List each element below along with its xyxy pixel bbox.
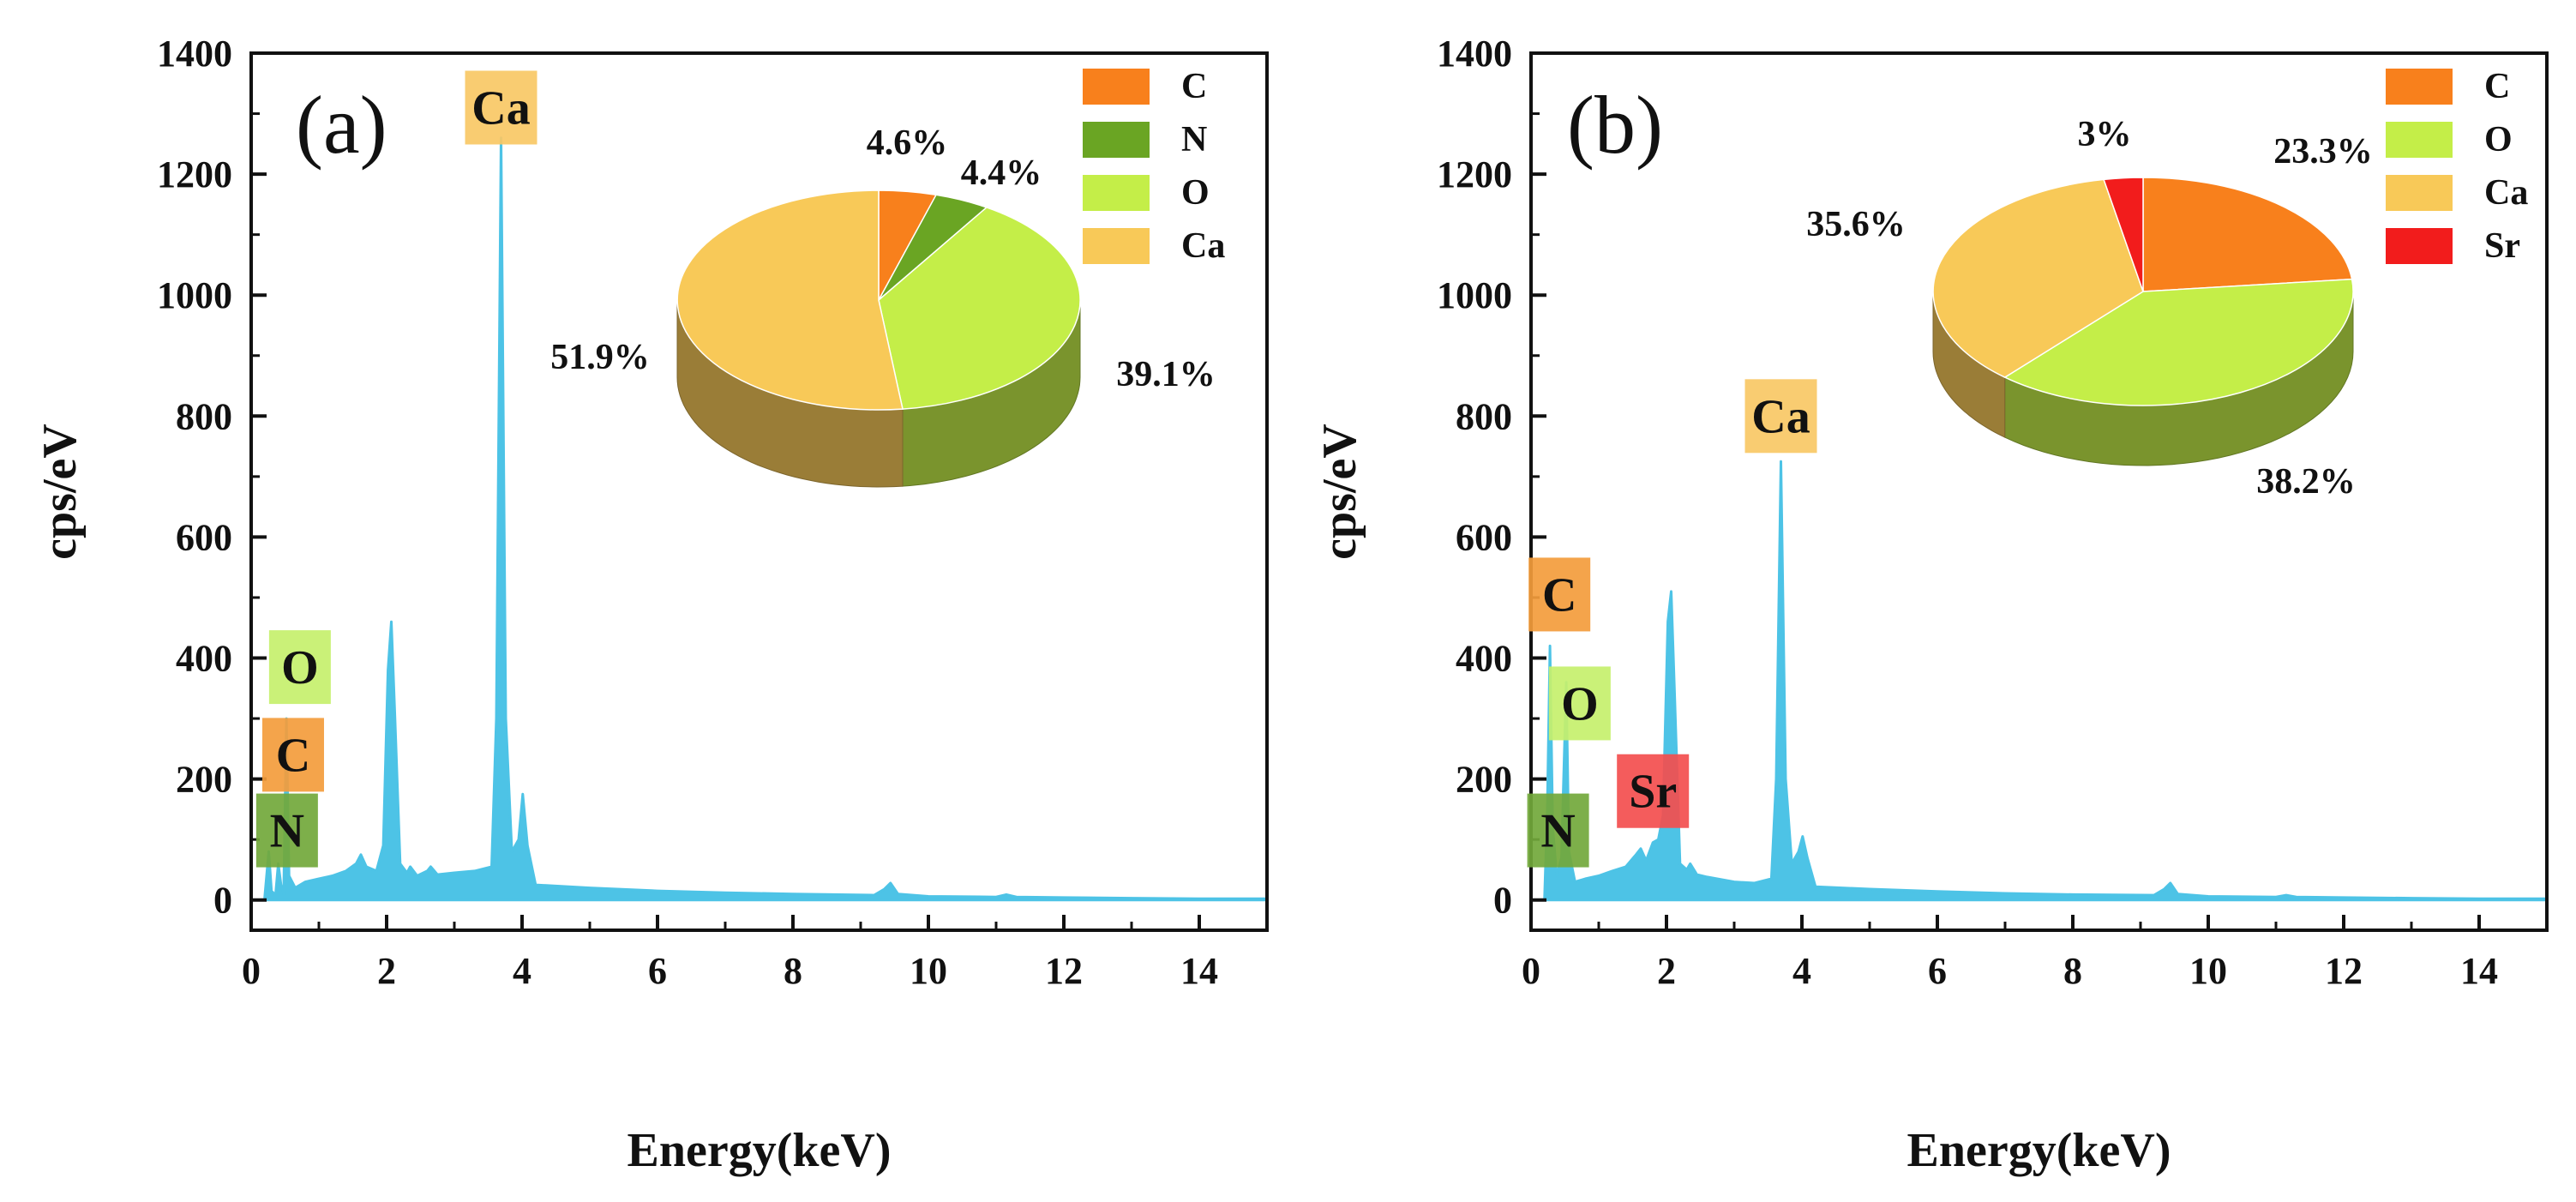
y-axis-title: cps/eV [33, 424, 87, 560]
pie-percent-label: 23.3% [2273, 132, 2373, 171]
element-label-box [1527, 793, 1589, 868]
element-label-box [268, 630, 331, 705]
legend-label: Sr [2484, 226, 2520, 266]
y-tick-label: 1400 [157, 33, 232, 75]
element-label: Ca [1751, 390, 1810, 443]
element-label-box [255, 793, 318, 868]
pie-percent-label: 4.4% [961, 153, 1042, 193]
element-label-box [1744, 379, 1817, 454]
y-tick-label: 0 [1493, 880, 1512, 922]
pie-percent-label: 35.6% [1806, 205, 1906, 244]
element-label: Ca [471, 81, 530, 135]
x-tick-label: 2 [1657, 950, 1676, 992]
element-label: N [270, 805, 304, 858]
x-tick-label: 8 [784, 950, 802, 992]
y-tick-label: 1000 [1437, 274, 1512, 316]
x-tick-label: 14 [2460, 950, 2498, 992]
y-tick-label: 800 [1456, 395, 1512, 437]
legend-swatch [2386, 175, 2453, 211]
panel-b: 0 200 400 600 800 1000 1200 1400 0 2 4 6 8 10 12 14 Ener… [1313, 33, 2549, 1177]
legend-swatch [1083, 69, 1150, 105]
y-tick-label: 400 [1456, 638, 1512, 680]
pie-slice-c [2142, 177, 2353, 292]
y-tick-label: 400 [176, 638, 232, 680]
element-label-box [1617, 754, 1690, 828]
element-label: C [1542, 568, 1576, 622]
pie-percent-label: 3% [2078, 115, 2132, 154]
legend-label: O [1181, 173, 1210, 213]
pie-percent-label: 4.6% [867, 123, 948, 163]
plot-frame [1529, 51, 2549, 932]
x-tick-label: 2 [377, 950, 396, 992]
spectrum-line [263, 136, 1269, 902]
pie-percent-label: 39.1% [1116, 355, 1216, 394]
legend-swatch [2386, 228, 2453, 264]
y-axis-title: cps/eV [1313, 424, 1366, 560]
y-tick-label: 1200 [157, 153, 232, 195]
x-tick-label: 10 [910, 950, 947, 992]
y-tick-label: 800 [176, 395, 232, 437]
y-tick-label: 1000 [157, 274, 232, 316]
y-tick-label: 0 [213, 880, 232, 922]
element-label-box [1528, 557, 1591, 632]
element-label: N [1540, 805, 1575, 858]
legend-swatch [1083, 175, 1150, 211]
x-tick-label: 12 [2325, 950, 2363, 992]
legend-label: O [2484, 120, 2513, 159]
legend-label: C [2484, 67, 2510, 106]
x-tick-label: 0 [1522, 950, 1540, 992]
element-label: Sr [1629, 766, 1677, 819]
panel-label: (b) [1567, 79, 1663, 171]
pie-slice-o [878, 207, 1081, 410]
panel-a: 0 200 400 600 800 1000 1200 1400 0 2 4 6 8 10 12 14 Ener… [33, 33, 1269, 1177]
x-tick-label: 12 [1045, 950, 1083, 992]
spectrum-line [1543, 460, 2549, 902]
legend-label: C [1181, 67, 1207, 106]
element-label-box [465, 70, 537, 145]
element-label: O [1561, 677, 1599, 730]
element-label: C [276, 729, 310, 782]
x-tick-label: 8 [2063, 950, 2082, 992]
pie-slice-ca [1932, 178, 2144, 378]
x-tick-label: 10 [2189, 950, 2227, 992]
y-tick-label: 200 [1456, 759, 1512, 801]
x-axis-title: Energy(keV) [1907, 1124, 2171, 1177]
legend-label: Ca [2484, 173, 2528, 213]
legend-label: N [1181, 120, 1207, 159]
x-tick-label: 4 [513, 950, 531, 992]
legend-swatch [2386, 69, 2453, 105]
legend-label: Ca [1181, 226, 1225, 266]
pie-slice-ca [676, 189, 904, 411]
y-tick-label: 600 [1456, 516, 1512, 558]
x-tick-label: 0 [242, 950, 261, 992]
x-tick-label: 6 [1928, 950, 1947, 992]
x-tick-label: 4 [1792, 950, 1811, 992]
x-tick-label: 14 [1180, 950, 1218, 992]
legend-swatch [1083, 228, 1150, 264]
element-label: O [281, 641, 319, 694]
pie-percent-label: 38.2% [2256, 462, 2356, 502]
y-tick-label: 1200 [1437, 153, 1512, 195]
pie-slice-sr [2103, 177, 2144, 292]
y-tick-label: 600 [176, 516, 232, 558]
y-tick-label: 200 [176, 759, 232, 801]
element-label-box [1548, 666, 1611, 741]
x-axis-title: Energy(keV) [627, 1124, 892, 1177]
y-tick-label: 1400 [1437, 33, 1512, 75]
element-label-box [261, 718, 324, 792]
legend-swatch [2386, 122, 2453, 158]
x-tick-label: 6 [648, 950, 667, 992]
plot-frame [249, 51, 1269, 932]
legend-swatch [1083, 122, 1150, 158]
panel-label: (a) [296, 79, 387, 171]
pie-percent-label: 51.9% [550, 338, 650, 377]
pie-slice-o [2003, 278, 2354, 406]
